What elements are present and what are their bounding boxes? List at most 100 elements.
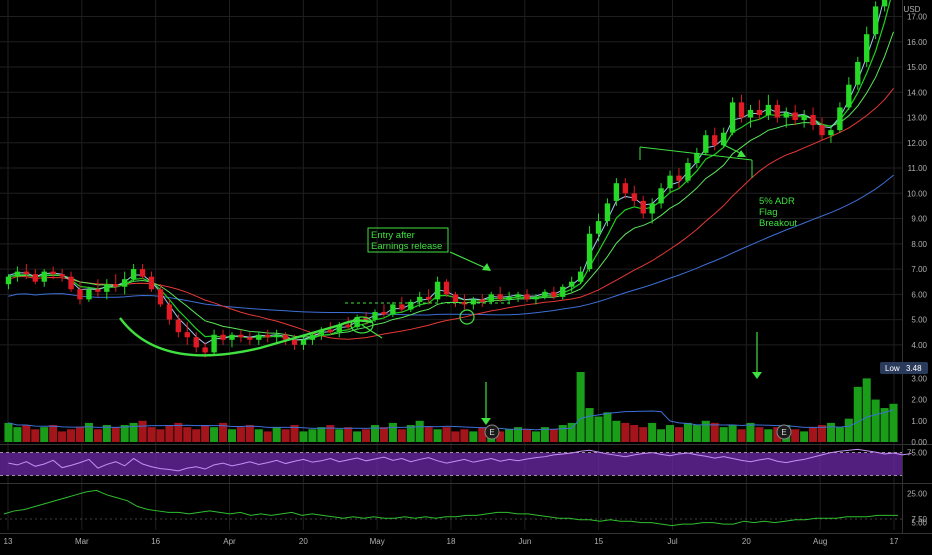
- candle-body-44: [399, 304, 405, 310]
- candle-body-56: [506, 296, 512, 300]
- candle-body-30: [273, 334, 280, 338]
- candle-body-47: [425, 296, 432, 300]
- volume-bar-75: [674, 427, 683, 442]
- candle-body-67: [604, 203, 611, 222]
- indicator-tick-1: 7.50: [911, 515, 927, 524]
- candle-body-76: [685, 162, 691, 181]
- indicator-tick-2: 5.00: [911, 519, 927, 528]
- entry-arrow-line: [449, 251, 491, 271]
- entry-note-box: [367, 227, 449, 253]
- volume-bar-46: [415, 420, 424, 442]
- price-tick-5: 15.00: [907, 63, 928, 72]
- candle-body-2: [23, 271, 30, 275]
- volume-bar-62: [558, 425, 567, 442]
- volume-bar-68: [612, 420, 621, 442]
- candle-body-29: [265, 334, 271, 338]
- candle-body-59: [533, 296, 539, 300]
- candle-body-95: [855, 61, 861, 85]
- earnings-marker-1-label: E: [489, 428, 494, 437]
- candle-body-25: [229, 334, 235, 340]
- candle-body-62: [560, 286, 566, 297]
- earnings-arrow-2-head: [752, 372, 762, 379]
- earnings-arrow-1-head: [481, 418, 491, 425]
- currency-label: USD: [904, 5, 921, 14]
- candle-body-66: [595, 221, 602, 234]
- candle-body-16: [148, 276, 155, 290]
- candle-body-90: [810, 115, 816, 126]
- time-tick-10: 20: [742, 537, 751, 546]
- candle-body-35: [318, 329, 325, 335]
- candle-body-20: [184, 332, 190, 338]
- volume-bar-38: [344, 427, 353, 442]
- candle-body-11: [104, 284, 110, 292]
- candle-body-63: [569, 281, 575, 287]
- price-tick-15: 5.00: [911, 316, 927, 325]
- volume-tick-0: 3.00: [911, 374, 927, 383]
- volume-bar-78: [701, 420, 710, 442]
- volume-bar-63: [567, 422, 576, 442]
- volume-bar-18: [165, 425, 174, 442]
- time-axis: 13 Mar 16 Apr 20 May 18 Jun 15 Jul 20 Aug 17: [4, 537, 899, 546]
- volume-bar-23: [210, 427, 219, 442]
- volume-bar-98: [880, 408, 889, 442]
- volume-bar-42: [379, 427, 388, 442]
- volume-bar-57: [514, 427, 523, 442]
- candle-body-0: [5, 276, 12, 285]
- volume-bar-36: [326, 425, 335, 442]
- candle-body-72: [649, 203, 655, 214]
- candle-body-22: [202, 347, 208, 353]
- volume-bar-40: [362, 429, 371, 442]
- candle-body-9: [86, 289, 92, 300]
- time-tick-1: Mar: [75, 537, 89, 546]
- entry-note-line2: Earnings release: [371, 241, 442, 252]
- candle-body-43: [390, 304, 396, 315]
- price-axis: 20.0019.0018.0017.0016.0015.0014.0013.00…: [907, 13, 928, 528]
- volume-bar-97: [871, 399, 880, 442]
- candle-body-91: [819, 125, 825, 136]
- low-badge[interactable]: Low 3.48: [880, 362, 928, 374]
- indicator-line: [3, 489, 898, 527]
- breakout-note-line3: Breakout: [759, 218, 797, 229]
- volume-average-line: [8, 409, 894, 431]
- volume-bar-16: [147, 427, 156, 442]
- candle-body-19: [175, 319, 182, 333]
- candle-body-75: [676, 175, 682, 181]
- time-tick-7: Jun: [518, 537, 531, 546]
- candle-body-24: [220, 334, 226, 340]
- candle-body-50: [452, 294, 459, 302]
- candle-body-4: [41, 271, 47, 282]
- volume-bar-67: [603, 412, 612, 442]
- earnings-marker-2-circle: [776, 424, 792, 440]
- candle-body-17: [157, 289, 164, 305]
- candle-body-48: [434, 281, 441, 300]
- price-tick-3: 17.00: [907, 13, 928, 22]
- volume-bar-80: [719, 427, 728, 442]
- candle-body-65: [586, 233, 593, 270]
- earnings-marker-1[interactable]: E: [484, 424, 500, 440]
- volume-bar-5: [49, 425, 58, 442]
- candle-body-55: [497, 294, 503, 300]
- volume-bar-22: [201, 425, 210, 442]
- volume-bar-58: [522, 429, 532, 442]
- volume-bar-49: [442, 427, 451, 442]
- volume-bar-83: [746, 422, 755, 442]
- candle-body-84: [756, 109, 763, 116]
- volume-bar-55: [496, 431, 505, 442]
- candle-body-78: [703, 135, 709, 153]
- volume-bar-44: [397, 429, 406, 442]
- candle-body-97: [872, 6, 879, 35]
- candle-body-81: [729, 102, 736, 133]
- time-tick-8: 15: [594, 537, 603, 546]
- time-tick-3: Apr: [223, 537, 236, 546]
- candle-body-3: [32, 274, 38, 282]
- volume-bar-69: [621, 422, 630, 442]
- time-tick-0: 13: [4, 537, 13, 546]
- candle-body-51: [461, 301, 468, 305]
- candle-body-58: [524, 294, 530, 300]
- candle-body-82: [738, 102, 745, 118]
- earnings-marker-2[interactable]: E: [776, 424, 792, 440]
- time-tick-2: 16: [151, 537, 160, 546]
- candle-body-74: [667, 175, 673, 189]
- price-tick-12: 8.00: [911, 240, 927, 249]
